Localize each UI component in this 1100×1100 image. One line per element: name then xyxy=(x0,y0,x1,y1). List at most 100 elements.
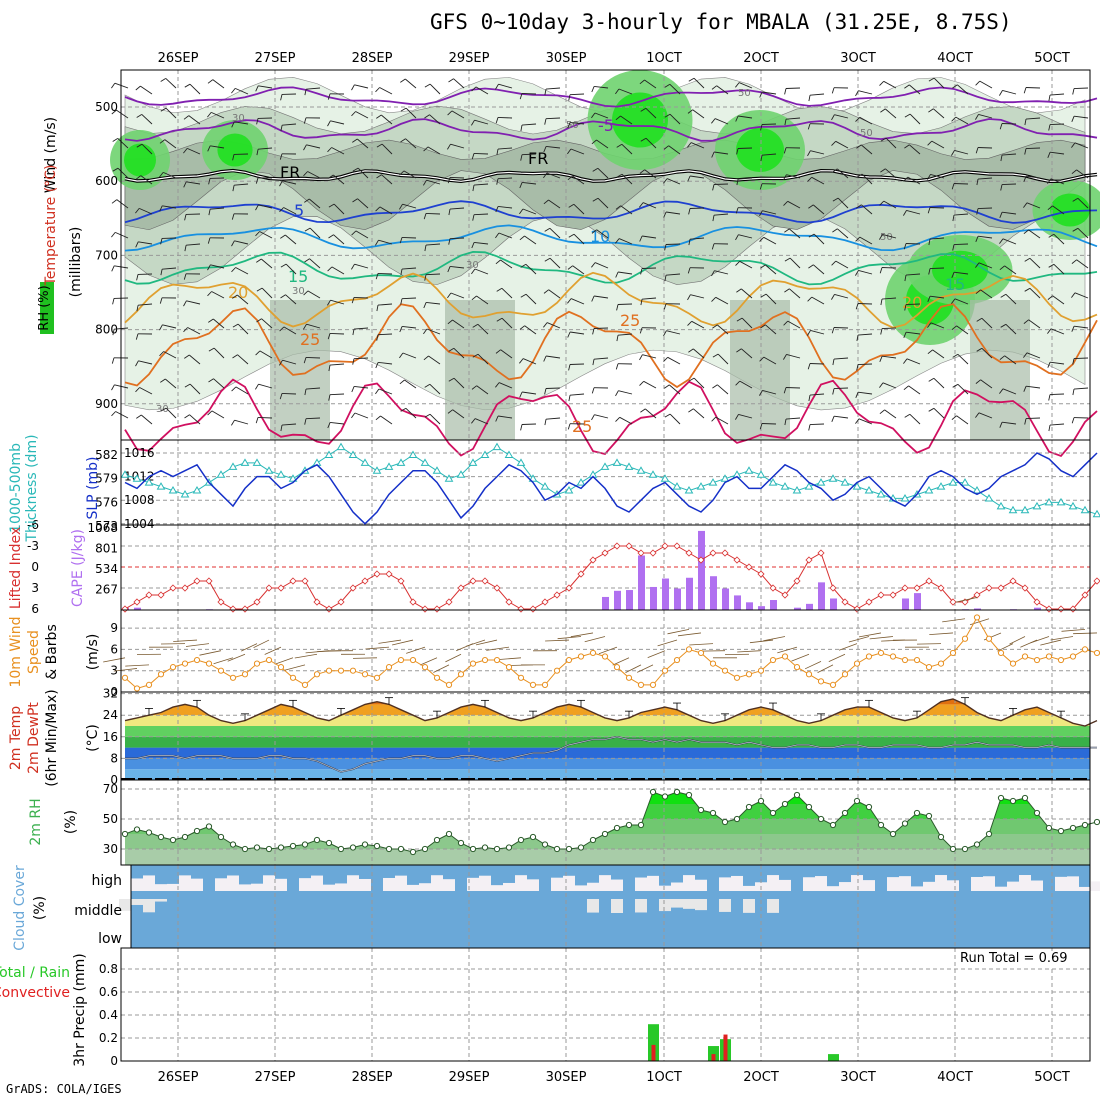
wind-barb-flag xyxy=(568,233,575,238)
wind10m-barb xyxy=(763,636,786,642)
wind-barb xyxy=(881,297,897,300)
wind-barb-flag xyxy=(784,257,791,262)
cloud-high-clear xyxy=(1031,880,1043,891)
wind10m-speed-marker xyxy=(649,681,657,689)
panel-frame xyxy=(120,947,1091,1062)
wind-barb xyxy=(210,264,225,269)
wind-barb-flag xyxy=(279,153,283,160)
cloud-high-clear xyxy=(155,884,167,891)
wind-barb-flag xyxy=(687,175,691,182)
wind10m-barb xyxy=(199,650,222,656)
rh2m-marker xyxy=(181,833,189,841)
lifted-index-marker xyxy=(925,577,933,585)
wind-barb-flag xyxy=(784,88,787,95)
wind-barb-flag xyxy=(999,212,1003,218)
wind-barb-flag xyxy=(664,384,670,389)
wind-barb-flag xyxy=(999,238,1004,244)
date-label-top: 27SEP xyxy=(255,51,296,66)
wind-barb-flag xyxy=(1072,389,1075,396)
lifted-index-marker xyxy=(697,556,705,564)
tick-label: 573 xyxy=(95,519,118,533)
wind-barb-flag xyxy=(639,202,644,208)
lifted-index-marker xyxy=(817,549,825,557)
wind-barb-flag xyxy=(760,293,767,298)
wind-barb-flag xyxy=(423,302,427,309)
wind-barb xyxy=(405,407,417,419)
wind-barb xyxy=(401,267,417,270)
tick-label: 6 xyxy=(31,602,39,616)
wind-barb xyxy=(618,271,633,275)
wind-barb xyxy=(237,294,249,305)
rh-legend-swatch xyxy=(40,282,54,334)
wind10m-barb xyxy=(365,646,390,650)
wind-barb xyxy=(690,142,705,149)
thickness-marker xyxy=(684,486,694,494)
cloud-high-clear xyxy=(863,880,875,891)
wind-barb xyxy=(402,325,417,329)
wind-barb xyxy=(570,148,585,155)
wind-barb xyxy=(1053,233,1065,245)
wind-barb-flag xyxy=(424,245,427,252)
lifted-index-marker xyxy=(985,584,993,592)
wind-barb-flag xyxy=(160,407,167,412)
wind-barb-flag xyxy=(447,177,451,184)
wind-barb xyxy=(594,295,609,299)
thickness-marker xyxy=(264,466,274,474)
wind-barb xyxy=(809,423,825,426)
wind10m-barb xyxy=(737,650,762,653)
wind-barb-flag xyxy=(255,417,259,424)
wind10m-speed-marker xyxy=(565,656,573,664)
wind10m-barb xyxy=(420,657,438,666)
wind-barb xyxy=(906,209,921,215)
wind-barb-flag xyxy=(735,82,740,88)
wind-barb xyxy=(765,293,777,305)
tick-label: 600 xyxy=(95,174,118,188)
wind-barb-flag xyxy=(712,353,719,358)
wind-barb-flag xyxy=(999,123,1003,130)
wind-barb-flag xyxy=(831,87,835,94)
wind-barb-flag xyxy=(975,114,979,120)
wind-barb xyxy=(189,414,201,425)
axis-label: (%) xyxy=(32,896,48,920)
wind-barb-flag xyxy=(855,270,859,276)
wind-barb-flag xyxy=(424,83,431,88)
wind-barb xyxy=(787,200,801,209)
lifted-index-marker xyxy=(409,598,417,606)
wind-barb-flag xyxy=(280,125,283,132)
wind-barb-flag xyxy=(904,275,907,282)
thickness-marker xyxy=(864,486,874,494)
wind-barb-flag xyxy=(999,265,1005,271)
wind-barb-flag xyxy=(280,263,287,268)
wind-barb xyxy=(692,109,705,119)
wind-barb xyxy=(1052,205,1065,215)
wind-barb xyxy=(425,212,441,215)
wind-barb xyxy=(405,78,417,89)
axis-label: Lifted Index xyxy=(8,527,24,609)
wind-barb xyxy=(1049,393,1065,396)
wind-barb-flag xyxy=(567,265,573,270)
wind-barb-flag xyxy=(159,351,164,357)
wind-barb xyxy=(473,183,489,186)
wind-barb xyxy=(715,416,729,425)
wind-barb xyxy=(765,264,777,275)
wind-barb xyxy=(787,320,801,329)
wind10m-speed-marker xyxy=(553,667,561,674)
cloud-high-clear xyxy=(911,886,923,891)
wind-barb xyxy=(596,139,609,149)
rh2m-marker xyxy=(517,836,525,844)
thickness-marker xyxy=(900,493,910,502)
wind-barb-flag xyxy=(352,358,355,365)
wind-barb-flag xyxy=(639,380,645,386)
rh2m-marker xyxy=(217,833,225,841)
wind-barb xyxy=(162,267,177,270)
wind-barb-flag xyxy=(663,178,668,184)
lifted-index-marker xyxy=(781,591,789,599)
wind-barb-flag xyxy=(304,418,307,425)
wind-barb xyxy=(1050,178,1065,185)
wind-barb-flag xyxy=(447,319,453,325)
wind-barb xyxy=(1005,293,1017,305)
rh2m-marker xyxy=(529,833,537,841)
tick-label: 9 xyxy=(110,621,118,635)
wind10m-speed-marker xyxy=(733,674,741,681)
rh2m-marker xyxy=(445,830,453,838)
